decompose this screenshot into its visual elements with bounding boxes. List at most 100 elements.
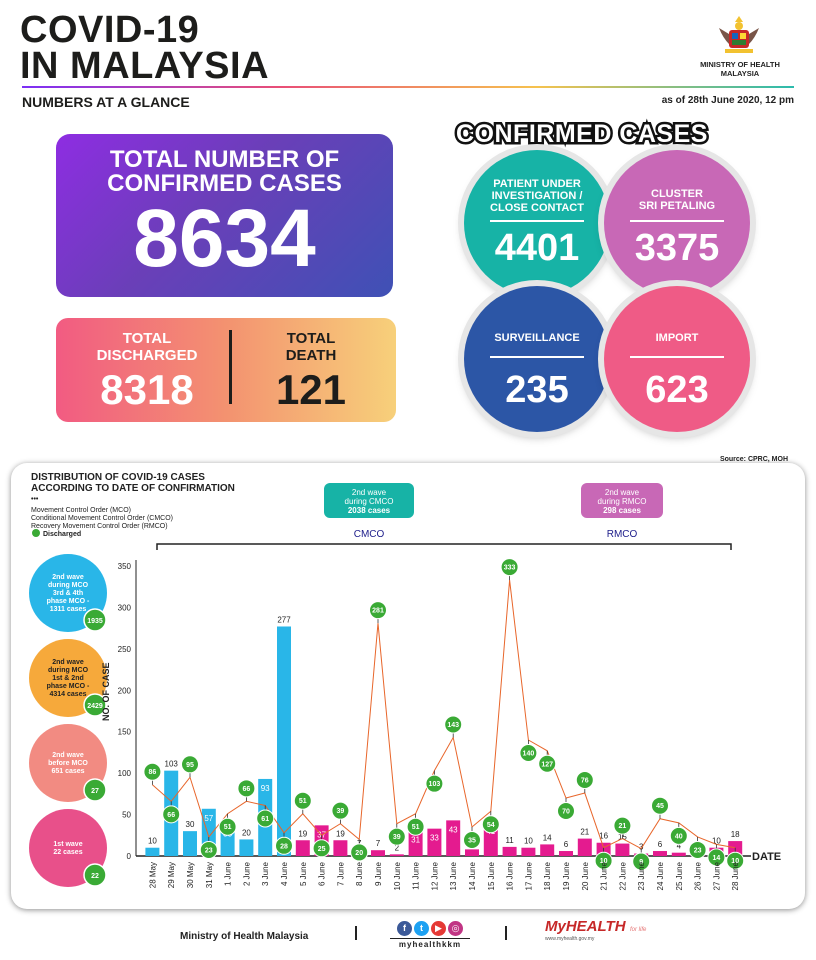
discharged-value-label: 140 <box>523 751 535 758</box>
wave-discharged-badge <box>83 693 107 717</box>
wave-label-line: 22 cases <box>53 849 82 856</box>
bar <box>540 844 555 856</box>
bar <box>502 846 517 856</box>
page-subtitle: NUMBERS AT A GLANCE <box>22 94 190 110</box>
pui-close-contact-circle: PATIENT UNDER INVESTIGATION / CLOSE CONT… <box>464 150 610 296</box>
total-confirmed-label: TOTAL NUMBER OF CONFIRMED CASES <box>56 148 393 196</box>
bar <box>408 830 423 856</box>
import-label: IMPORT <box>655 332 699 344</box>
discharged-value-label: 9 <box>639 859 643 866</box>
wave-label-line: during MCO <box>48 667 89 674</box>
chart-title-line-2: ACCORDING TO DATE OF CONFIRMATION <box>31 483 235 494</box>
bar <box>653 851 667 856</box>
bar-value-label: 6 <box>658 840 663 849</box>
pui-label-line-2: INVESTIGATION / <box>491 190 583 202</box>
discharged-value-label: 28 <box>280 843 288 850</box>
instagram-icon[interactable]: ◎ <box>448 921 463 936</box>
discharged-death-card: TOTAL DISCHARGED 8318 TOTAL DEATH 121 <box>56 318 396 422</box>
discharged-value-label: 39 <box>337 808 345 815</box>
y-tick-label: 350 <box>118 562 132 571</box>
discharged-label-line-2: DISCHARGED <box>96 347 198 364</box>
discharged-trend-line <box>152 580 736 850</box>
x-tick-label: 31 May <box>205 862 214 888</box>
bar <box>671 852 686 856</box>
discharged-value-label: 10 <box>731 858 739 865</box>
bar-value-label: 14 <box>543 833 552 842</box>
discharged-marker <box>688 840 707 859</box>
bar-value-label: 103 <box>165 760 179 769</box>
bar <box>427 828 442 856</box>
bar <box>389 854 404 856</box>
wave-label-line: 3rd & 4th <box>53 590 83 597</box>
y-tick-label: 50 <box>122 811 131 820</box>
youtube-icon[interactable]: ▶ <box>431 921 446 936</box>
discharged-label: TOTAL DISCHARGED <box>68 330 226 364</box>
x-tick-label: 16 June <box>506 861 515 890</box>
cmco-period-box: 2nd wave during CMCO 2038 cases <box>324 483 414 518</box>
footer-separator <box>505 926 507 940</box>
page-title: COVID-19 IN MALAYSIA <box>20 9 269 85</box>
discharged-label-line-1: TOTAL <box>122 330 172 347</box>
bar-value-label: 19 <box>336 829 345 838</box>
bar-value-label: 3 <box>639 843 644 852</box>
ministry-logo-text: MINISTRY OF HEALTH MALAYSIA <box>690 60 790 78</box>
cluster-value: 3375 <box>634 227 720 269</box>
discharged-value-label: 281 <box>372 608 384 615</box>
footer-ministry-name: Ministry of Health Malaysia <box>180 931 309 942</box>
discharged-value-label: 21 <box>619 823 627 830</box>
discharged-value-label: 127 <box>541 761 553 768</box>
discharged-value-label: 40 <box>675 833 683 840</box>
rmco-label: RMCO <box>607 529 638 540</box>
x-tick-label: 4 June <box>280 861 289 886</box>
discharged-value-label: 143 <box>447 722 459 729</box>
title-line-1: COVID-19 <box>20 9 200 51</box>
twitter-icon[interactable]: t <box>414 921 429 936</box>
social-handle: myhealthkkm <box>390 938 470 949</box>
wave-label-line: phase MCO - <box>47 683 90 690</box>
discharged-marker <box>481 815 500 834</box>
bar <box>183 831 197 856</box>
wave-discharged-value: 1935 <box>87 618 103 625</box>
death-label-line-2: DEATH <box>285 347 337 364</box>
cluster-label-line-1: CLUSTER <box>651 188 703 200</box>
discharged-marker <box>651 796 669 815</box>
pui-label-line-3: CLOSE CONTACT <box>490 202 584 214</box>
rmco-box-line-3: 298 cases <box>603 506 641 515</box>
as-of-date: as of 28th June 2020, 12 pm <box>661 95 794 106</box>
total-confirmed-value: 8634 <box>133 193 316 284</box>
x-axis-label: DATE <box>752 851 781 863</box>
wave-label-line: 2nd wave <box>52 574 84 581</box>
bar-value-label: 10 <box>148 837 157 846</box>
discharged-value-label: 61 <box>261 816 269 823</box>
discharged-marker <box>312 839 331 858</box>
y-tick-label: 150 <box>118 728 132 737</box>
ministry-line-1: MINISTRY OF HEALTH <box>700 60 780 69</box>
x-tick-label: 12 June <box>430 861 439 890</box>
bar-value-label: 6 <box>564 840 569 849</box>
social-media-block[interactable]: f t ▶ ◎ myhealthkkm <box>390 918 470 949</box>
legend-mco: Movement Control Order (MCO) <box>31 507 131 514</box>
bar <box>333 840 348 856</box>
bar <box>371 850 385 856</box>
confirmed-cases-title: CONFIRMED CASES <box>454 118 710 151</box>
x-tick-label: 30 May <box>186 862 195 888</box>
cluster-label-line-2: SRI PETALING <box>638 200 716 212</box>
death-label-line-1: TOTAL <box>286 330 336 347</box>
x-tick-label: 22 June <box>618 861 627 890</box>
discharged-value-label: 95 <box>186 762 194 769</box>
bar <box>465 849 479 856</box>
bar-value-label: 93 <box>261 784 270 793</box>
discharged-marker <box>162 805 181 824</box>
rmco-box-line-1: 2nd wave <box>605 488 640 497</box>
x-tick-label: 5 June <box>299 861 308 886</box>
discharged-marker <box>181 755 199 774</box>
total-label-line-1: TOTAL NUMBER OF <box>109 146 340 173</box>
x-tick-label: 6 June <box>318 861 327 886</box>
bar-value-label: 4 <box>677 842 682 851</box>
bars: 1010330573820932771937197723133438411110… <box>145 615 743 856</box>
x-tick-label: 20 June <box>581 861 590 890</box>
myhealth-brand: MyHEALTH <box>545 918 626 935</box>
period-bracket <box>156 543 732 550</box>
wave-label-line: 1st & 2nd <box>52 675 84 682</box>
facebook-icon[interactable]: f <box>397 921 412 936</box>
